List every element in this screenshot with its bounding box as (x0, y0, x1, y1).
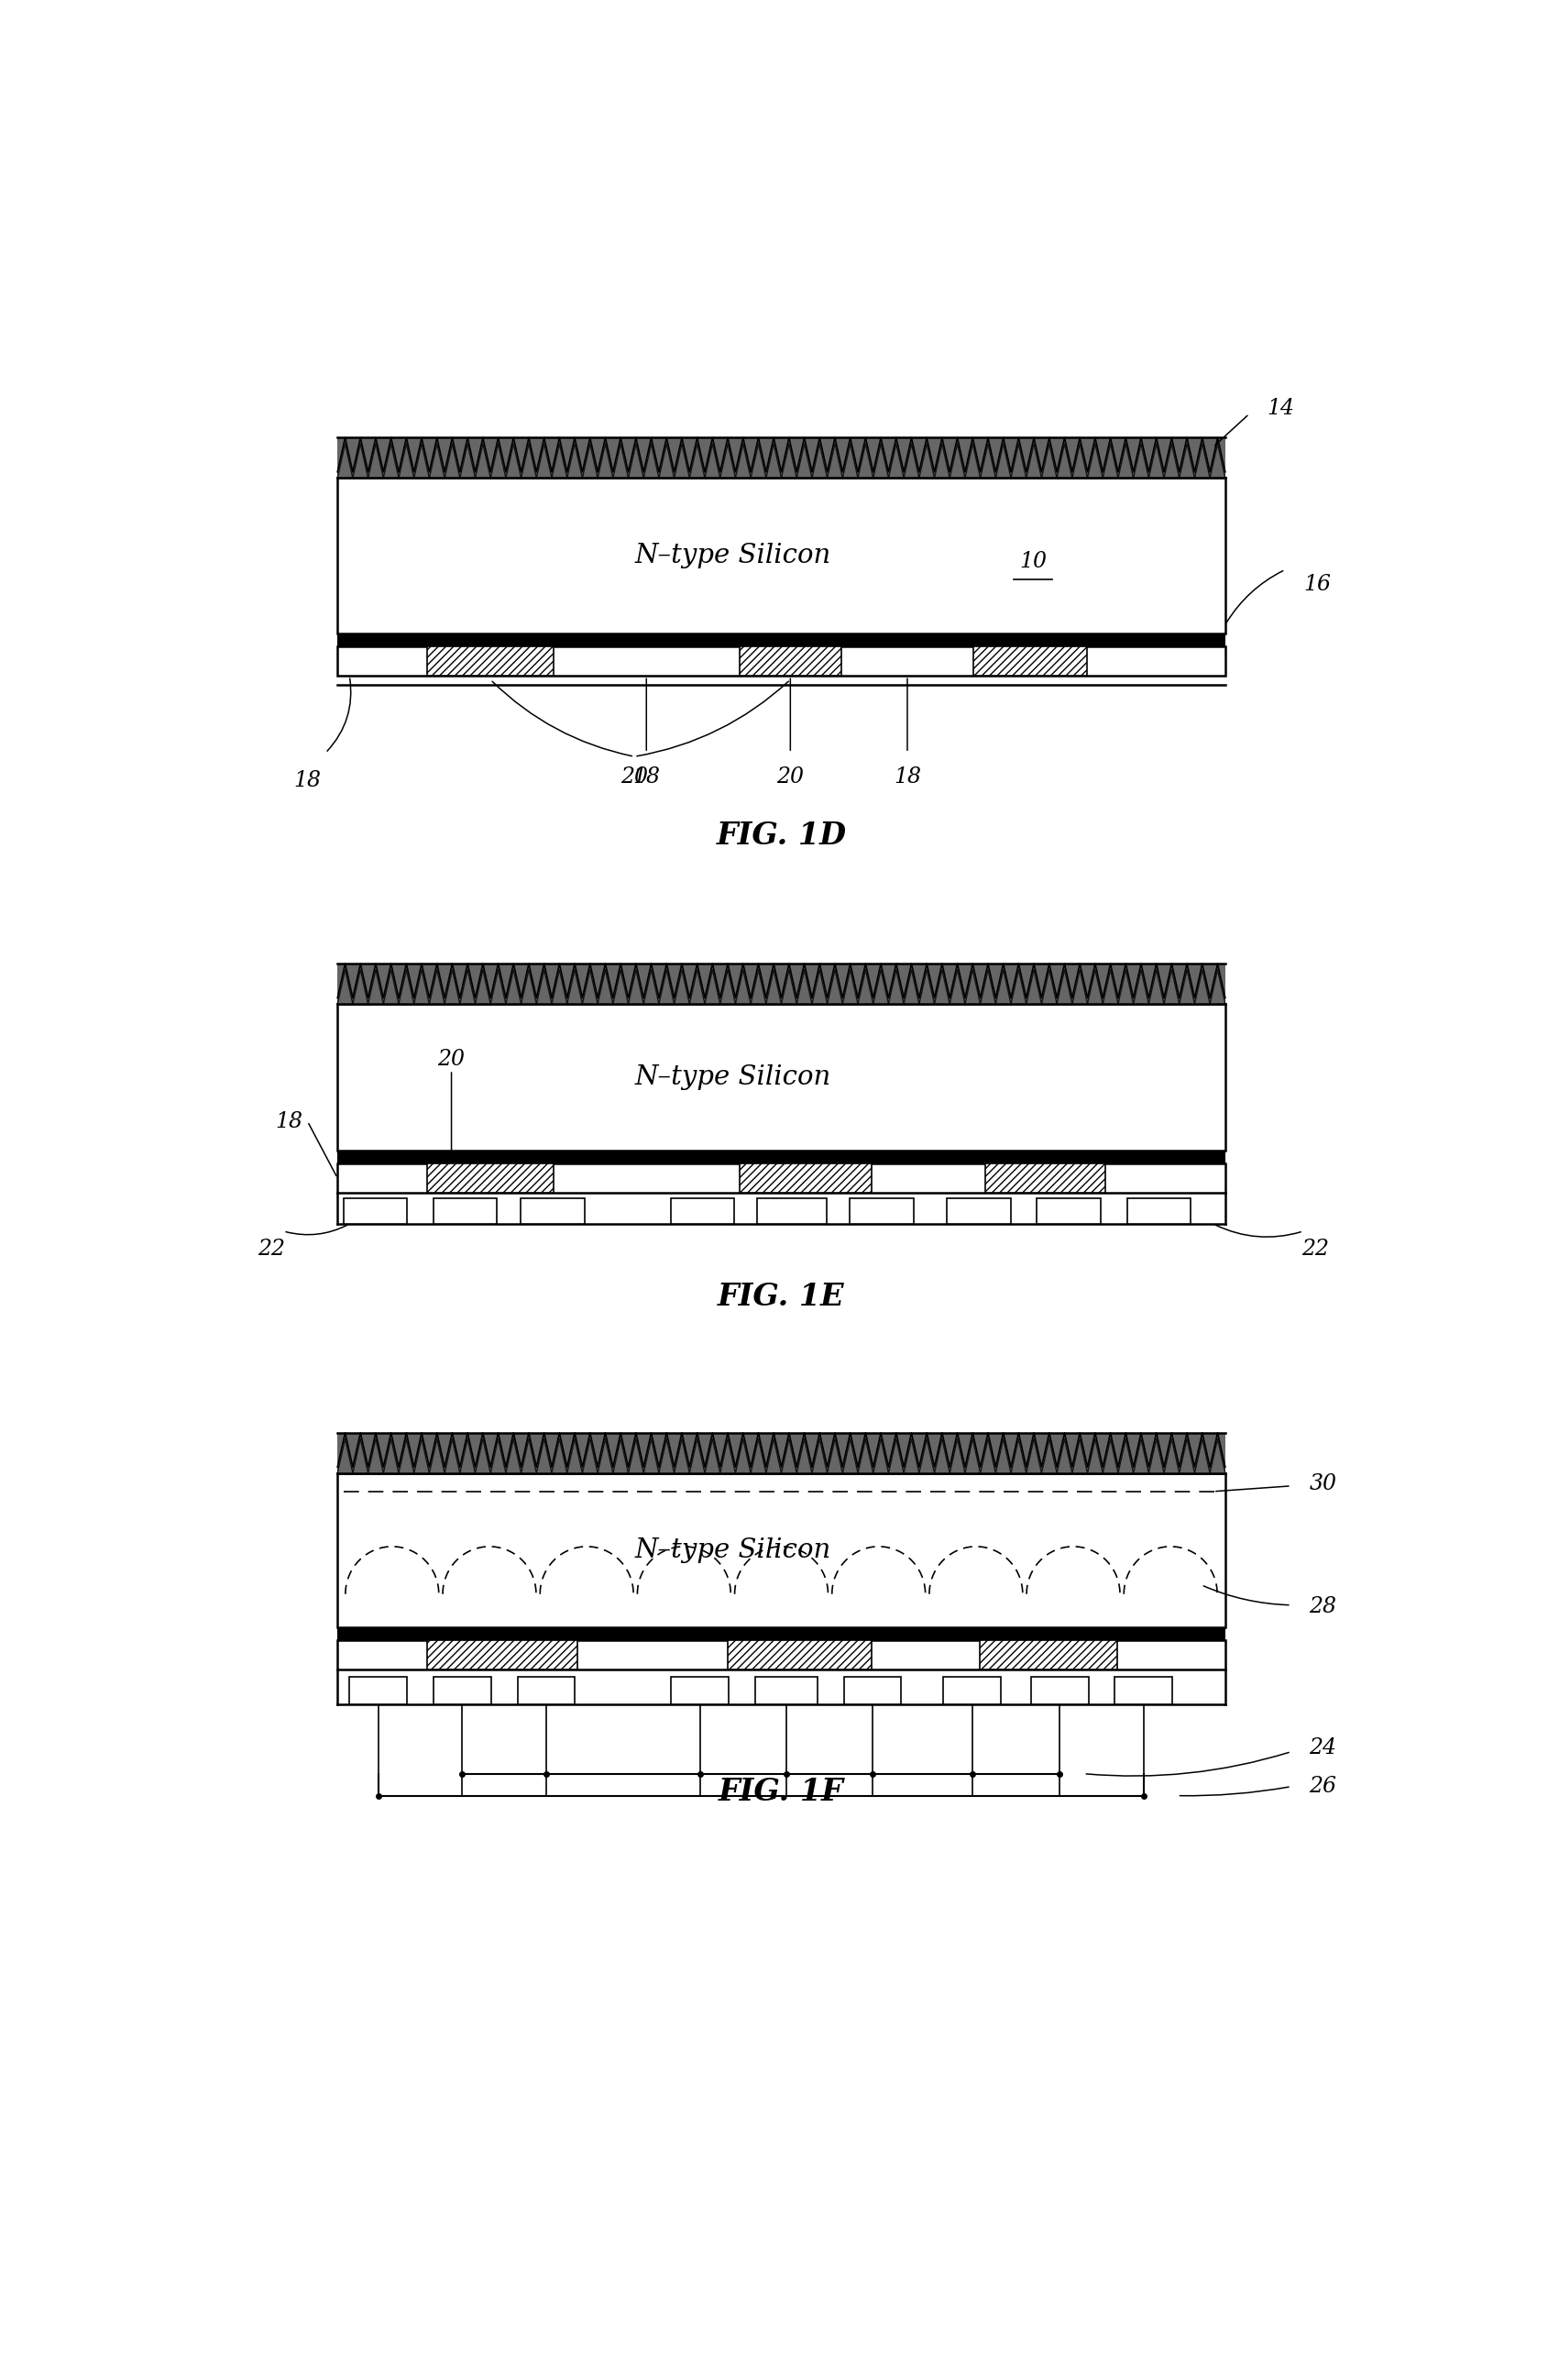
Text: 20: 20 (438, 1050, 466, 1069)
Bar (517, 1676, 574, 1704)
Bar (337, 1164, 1224, 1192)
Bar (740, 647, 842, 676)
Bar (522, 1197, 585, 1223)
Bar (985, 1164, 1105, 1192)
Text: 16: 16 (1303, 574, 1331, 595)
Bar (337, 633, 1224, 647)
Text: FIG. 1D: FIG. 1D (717, 821, 847, 850)
Bar (337, 478, 1224, 633)
Bar (337, 964, 1224, 1004)
Text: N–type Silicon: N–type Silicon (635, 1537, 831, 1564)
Text: 22: 22 (257, 1240, 285, 1259)
Text: 20: 20 (777, 766, 803, 788)
Text: FIG. 1F: FIG. 1F (718, 1778, 844, 1806)
Bar (350, 1676, 407, 1704)
Bar (344, 1197, 407, 1223)
Text: 18: 18 (893, 766, 921, 788)
Bar (974, 647, 1087, 676)
Bar (337, 1150, 1224, 1164)
Bar (755, 1676, 817, 1704)
Bar (337, 1473, 1224, 1628)
Bar (757, 1197, 827, 1223)
Text: 10: 10 (1020, 550, 1046, 571)
Bar (670, 1676, 729, 1704)
Text: 14: 14 (1268, 397, 1294, 419)
Text: 18: 18 (276, 1111, 303, 1133)
Bar (337, 1640, 1224, 1668)
Text: 18: 18 (294, 769, 322, 790)
Text: 22: 22 (1302, 1240, 1330, 1259)
Bar (427, 1164, 554, 1192)
Bar (740, 1164, 872, 1192)
Text: 20: 20 (621, 766, 649, 788)
Bar (427, 647, 554, 676)
Text: 30: 30 (1310, 1473, 1337, 1495)
Bar (337, 1628, 1224, 1640)
Text: N–type Silicon: N–type Silicon (635, 1064, 831, 1090)
Bar (670, 1197, 735, 1223)
Text: 28: 28 (1310, 1597, 1337, 1618)
Bar (1115, 1676, 1172, 1704)
Bar (943, 1676, 1002, 1704)
Bar (850, 1197, 913, 1223)
Bar (1127, 1197, 1190, 1223)
Bar (337, 438, 1224, 478)
Bar (337, 1004, 1224, 1150)
Text: 24: 24 (1310, 1737, 1337, 1759)
Bar (427, 1640, 577, 1668)
Bar (947, 1197, 1011, 1223)
Bar (1031, 1676, 1088, 1704)
Bar (337, 647, 1224, 676)
Text: FIG. 1E: FIG. 1E (718, 1283, 845, 1311)
Text: 26: 26 (1310, 1775, 1337, 1797)
Bar (337, 1433, 1224, 1473)
Bar (433, 1197, 497, 1223)
Bar (1037, 1197, 1101, 1223)
Bar (844, 1676, 901, 1704)
Bar (433, 1676, 491, 1704)
Text: N–type Silicon: N–type Silicon (635, 543, 831, 569)
Bar (980, 1640, 1118, 1668)
Bar (728, 1640, 872, 1668)
Text: 18: 18 (633, 766, 659, 788)
